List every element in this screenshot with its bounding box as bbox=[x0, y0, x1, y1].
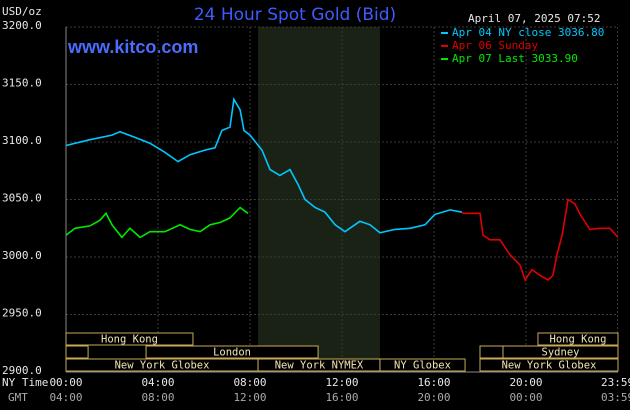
y-tick-label: 3150.0 bbox=[2, 77, 42, 90]
x-tick-label: 20:00 bbox=[509, 376, 542, 389]
price-line bbox=[462, 198, 619, 282]
session-label: NY Globex bbox=[394, 360, 451, 372]
x2-tick-label: 16:00 bbox=[325, 391, 358, 404]
x2-tick-label: 20:00 bbox=[417, 391, 450, 404]
price-line bbox=[65, 97, 463, 234]
y-tick-label: 3050.0 bbox=[2, 192, 42, 205]
price-line bbox=[65, 206, 249, 239]
y-tick-label: 3200.0 bbox=[2, 19, 42, 32]
x-axis-label: NY Time bbox=[2, 376, 48, 389]
session-bar bbox=[479, 345, 504, 359]
y-tick-label: 2900.0 bbox=[2, 364, 42, 377]
x2-tick-label: 04:00 bbox=[49, 391, 82, 404]
session-bar bbox=[479, 358, 619, 372]
session-label: New York Globex bbox=[502, 360, 597, 372]
session-bar bbox=[65, 332, 194, 346]
legend-label: Apr 07 Last 3033.90 bbox=[452, 52, 578, 65]
watermark: www.kitco.com bbox=[67, 37, 198, 57]
y-tick-label: 3100.0 bbox=[2, 134, 42, 147]
session-bar bbox=[537, 332, 619, 346]
x-tick-label: 00:00 bbox=[49, 376, 82, 389]
x-tick-label: 08:00 bbox=[233, 376, 266, 389]
session-label: New York NYMEX bbox=[275, 360, 364, 372]
y-tick-label: 2950.0 bbox=[2, 307, 42, 320]
x-tick-label: 04:00 bbox=[141, 376, 174, 389]
chart-title: 24 Hour Spot Gold (Bid) bbox=[194, 5, 396, 25]
x2-tick-label: 08:00 bbox=[141, 391, 174, 404]
session-label: Hong Kong bbox=[101, 334, 158, 346]
session-label: New York Globex bbox=[115, 360, 210, 372]
x2-tick-label: 00:00 bbox=[509, 391, 542, 404]
legend-label: Apr 06 Sunday bbox=[452, 39, 538, 52]
session-bar bbox=[65, 345, 89, 359]
legend-label: Apr 04 NY close 3036.80 bbox=[452, 26, 604, 39]
session-label: London bbox=[213, 347, 251, 359]
x2-tick-label: 03:59 bbox=[601, 391, 630, 404]
x-tick-label: 16:00 bbox=[417, 376, 450, 389]
session-label: Sydney bbox=[542, 347, 580, 359]
session-bar bbox=[145, 345, 319, 359]
session-bar bbox=[379, 358, 466, 372]
session-label: Hong Kong bbox=[550, 334, 607, 346]
session-bar bbox=[502, 345, 619, 359]
y-tick-label: 3000.0 bbox=[2, 249, 42, 262]
x-tick-label: 23:59 bbox=[601, 376, 630, 389]
x2-tick-label: 12:00 bbox=[233, 391, 266, 404]
x-tick-label: 12:00 bbox=[325, 376, 358, 389]
y-axis-label: USD/oz bbox=[2, 5, 42, 18]
x2-axis-label: GMT bbox=[8, 391, 28, 404]
timestamp: April 07, 2025 07:52 bbox=[468, 12, 600, 25]
